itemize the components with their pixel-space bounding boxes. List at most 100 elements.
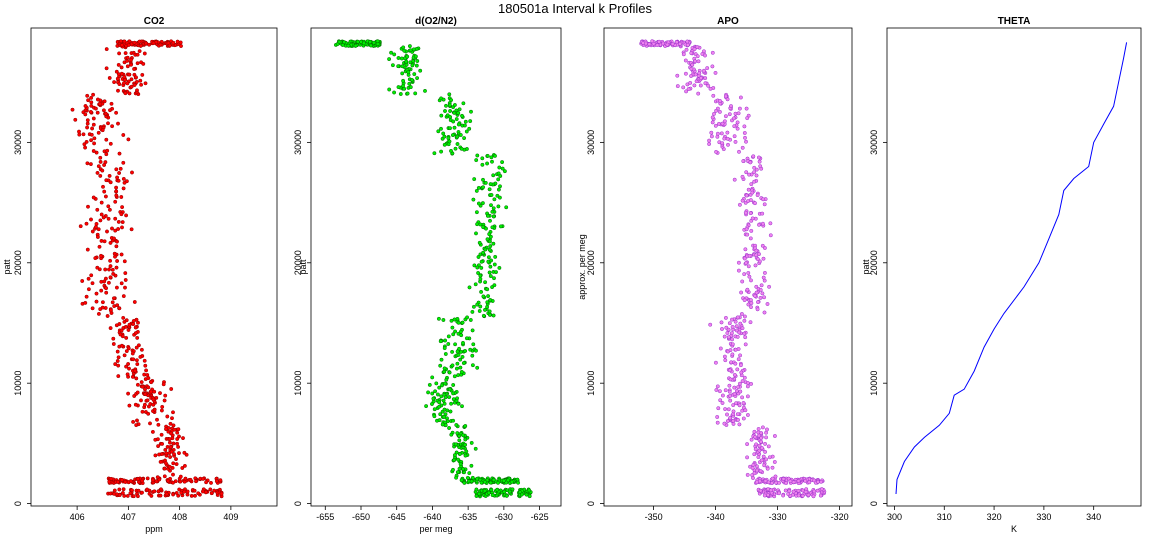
data-point <box>200 489 205 494</box>
data-point <box>696 59 701 64</box>
data-point <box>171 423 176 428</box>
data-point <box>754 167 759 172</box>
data-point <box>149 380 154 385</box>
data-point <box>719 320 724 325</box>
data-point <box>486 294 491 299</box>
data-point <box>439 126 443 131</box>
data-point <box>127 366 131 371</box>
data-point <box>460 404 464 409</box>
data-point <box>692 47 697 52</box>
data-point <box>485 161 490 166</box>
data-point <box>737 330 742 335</box>
data-point <box>104 66 109 71</box>
data-point <box>742 131 747 135</box>
data-point <box>387 87 392 92</box>
data-point <box>461 361 466 366</box>
data-point <box>170 465 175 470</box>
data-point <box>751 462 756 467</box>
data-point <box>134 423 139 428</box>
data-point <box>353 43 358 48</box>
data-point <box>436 129 441 134</box>
data-point <box>478 276 483 281</box>
data-point <box>774 480 779 485</box>
data-point <box>727 389 732 394</box>
data-point <box>115 76 120 81</box>
data-point <box>502 489 507 494</box>
data-point <box>411 47 416 52</box>
data-point <box>456 457 461 462</box>
data-point <box>767 455 772 460</box>
data-point <box>756 427 761 431</box>
data-point <box>476 255 481 259</box>
data-point <box>717 389 722 394</box>
data-point <box>722 334 727 339</box>
data-point <box>490 225 495 230</box>
data-point <box>487 309 492 314</box>
data-point <box>434 381 439 386</box>
data-point <box>736 268 741 273</box>
data-point <box>138 354 143 359</box>
data-point <box>108 240 113 245</box>
data-point <box>490 493 495 498</box>
data-point <box>120 477 124 482</box>
data-point <box>88 109 93 114</box>
data-point <box>120 334 125 339</box>
data-point <box>744 106 749 111</box>
data-point <box>452 110 457 115</box>
data-point <box>442 366 447 371</box>
data-points <box>70 39 224 499</box>
data-point <box>159 487 163 492</box>
data-point <box>736 385 741 390</box>
data-point <box>131 419 136 424</box>
data-point <box>169 387 174 391</box>
data-point <box>726 142 730 147</box>
data-point <box>496 171 501 176</box>
data-point <box>478 273 483 278</box>
data-point <box>459 369 464 374</box>
data-point <box>86 287 91 292</box>
data-point <box>469 479 474 484</box>
data-point <box>509 479 514 484</box>
y-tick-label: 20000 <box>293 250 303 275</box>
data-point <box>124 364 129 369</box>
data-point <box>119 65 124 70</box>
data-point <box>474 231 478 236</box>
data-point <box>441 318 446 322</box>
plot-frame <box>310 27 562 507</box>
data-point <box>492 262 497 267</box>
data-point <box>132 67 137 71</box>
data-point <box>201 476 206 481</box>
data-point <box>169 431 173 436</box>
data-point <box>105 148 110 153</box>
data-point <box>456 320 461 325</box>
data-point <box>129 62 133 67</box>
data-point <box>497 265 502 270</box>
data-point <box>457 452 462 456</box>
data-point <box>443 423 448 428</box>
data-point <box>747 253 752 258</box>
data-point <box>496 480 500 485</box>
data-point <box>781 476 786 481</box>
data-point <box>765 427 769 432</box>
data-point <box>713 70 718 75</box>
data-point <box>693 59 698 64</box>
x-tick-label: -340 <box>707 512 725 522</box>
data-point <box>751 154 756 159</box>
data-point <box>696 91 701 96</box>
data-point <box>427 382 432 387</box>
data-point <box>714 149 719 154</box>
data-point <box>449 401 454 406</box>
data-point <box>116 355 121 360</box>
data-points <box>333 39 533 499</box>
data-point <box>443 338 448 343</box>
data-point <box>492 276 496 281</box>
data-point <box>127 403 132 408</box>
x-axis-label: per meg <box>419 524 452 534</box>
data-point <box>111 271 116 276</box>
data-point <box>114 323 119 328</box>
data-point <box>124 335 129 340</box>
data-point <box>655 43 660 48</box>
data-point <box>762 463 767 468</box>
data-point <box>174 462 179 467</box>
data-point <box>136 343 141 348</box>
